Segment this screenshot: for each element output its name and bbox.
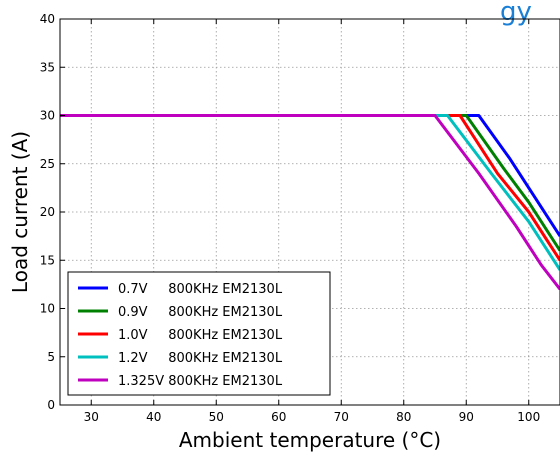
legend-label-5: 1.325V 800KHz EM2130L [118,374,283,389]
legend: 0.7V 800KHz EM2130L 0.9V 800KHz EM2130L 1.… [67,271,331,396]
legend-box [67,271,331,396]
y-tick-label-5: 5 [47,350,55,364]
x-tick-label-100: 100 [517,410,540,424]
x-tick-label-80: 80 [396,410,411,424]
x-tick-label-60: 60 [271,410,286,424]
legend-label-4: 1.2V 800KHz EM2130L [118,351,283,366]
y-tick-label-0: 0 [47,398,55,412]
series-line-1 [60,114,560,237]
series-line-3 [60,114,560,262]
legend-label-3: 1.0V 800KHz EM2130L [118,328,283,343]
ticks: 30 40 50 60 70 80 90 100 0 5 10 15 20 25 30 35 40 [40,12,540,424]
overlay-text: gy [500,0,532,27]
y-tick-label-30: 30 [40,109,55,123]
x-tick-label-90: 90 [459,410,474,424]
x-tick-label-40: 40 [146,410,161,424]
y-tick-label-10: 10 [40,302,55,316]
x-tick-label-70: 70 [334,410,349,424]
y-tick-label-20: 20 [40,205,55,219]
y-tick-label-40: 40 [40,12,55,26]
series-lines [60,114,560,291]
x-tick-label-30: 30 [84,410,99,424]
x-tick-label-50: 50 [209,410,224,424]
y-axis-label: Load current (A) [8,131,32,293]
series-line-5 [60,114,560,291]
legend-label-2: 0.9V 800KHz EM2130L [118,305,283,320]
y-tick-label-25: 25 [40,157,55,171]
y-tick-label-35: 35 [40,60,55,74]
legend-label-1: 0.7V 800KHz EM2130L [118,282,283,297]
y-tick-label-15: 15 [40,253,55,267]
x-axis-label: Ambient temperature (°C) [179,428,441,452]
series-line-4 [60,114,560,271]
